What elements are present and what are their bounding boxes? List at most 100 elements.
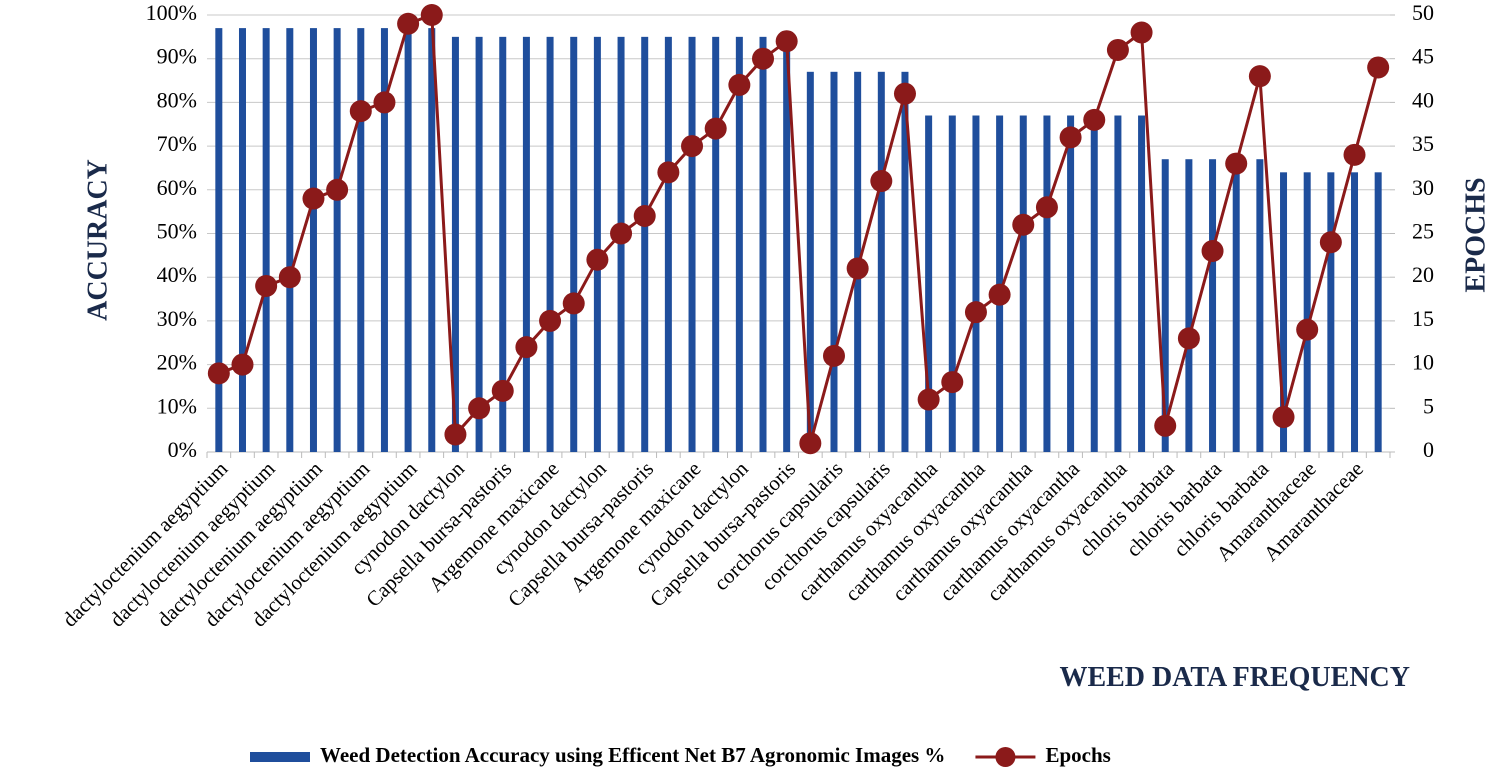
marker: [988, 283, 1011, 306]
line: [218, 12, 1380, 444]
marker: [822, 344, 845, 367]
bar: [759, 36, 767, 452]
bar: [1374, 172, 1382, 452]
marker: [775, 30, 798, 53]
y2-tick-label: 45: [1412, 44, 1434, 69]
bar: [404, 28, 412, 453]
marker: [278, 266, 301, 289]
y-tick-label: 50%: [157, 219, 197, 244]
bar: [215, 28, 223, 453]
marker: [326, 178, 349, 201]
marker: [397, 12, 420, 35]
y2-tick-label: 0: [1423, 437, 1434, 462]
marker: [752, 47, 775, 70]
bar: [712, 36, 720, 452]
bar: [286, 28, 294, 453]
bar: [475, 36, 483, 452]
bar: [735, 36, 743, 452]
bar: [830, 71, 838, 452]
bar: [499, 36, 507, 452]
marker: [1106, 38, 1129, 61]
x-axis-title: WEED DATA FREQUENCY: [1059, 662, 1410, 693]
marker: [1154, 414, 1177, 437]
y2-tick-label: 10: [1412, 350, 1434, 375]
marker: [207, 362, 230, 385]
y2-axis-title: EPOCHS: [1460, 177, 1491, 292]
bar: [664, 36, 672, 452]
y-axis-title: ACCURACY: [82, 159, 113, 321]
bar: [1303, 172, 1311, 452]
marker: [1319, 231, 1342, 254]
marker: [255, 274, 278, 297]
bar: [1138, 115, 1146, 452]
bar: [901, 71, 909, 452]
bar: [262, 28, 270, 453]
bar: [546, 36, 554, 452]
y-tick-label: 30%: [157, 306, 197, 331]
marker: [349, 100, 372, 123]
marker: [704, 117, 727, 140]
marker: [917, 388, 940, 411]
bar: [688, 36, 696, 452]
y2-tick-label: 25: [1412, 219, 1434, 244]
bar: [238, 28, 246, 453]
marker: [1296, 318, 1319, 341]
marker: [1035, 196, 1058, 219]
bar: [1161, 159, 1169, 452]
marker: [964, 301, 987, 324]
marker: [1343, 143, 1366, 166]
bar: [783, 36, 791, 452]
marker: [420, 4, 443, 26]
bar: [1043, 115, 1051, 452]
bar: [1351, 172, 1359, 452]
marker: [941, 371, 964, 394]
y2-tick-label: 35: [1412, 131, 1434, 156]
y-tick-label: 60%: [157, 175, 197, 200]
marker: [1201, 239, 1224, 262]
bar: [380, 28, 388, 453]
bar: [522, 36, 530, 452]
marker: [1177, 327, 1200, 350]
marker: [1248, 65, 1271, 88]
bar: [1067, 115, 1075, 452]
marker: [870, 170, 893, 193]
marker: [1083, 108, 1106, 131]
marker: [1059, 126, 1082, 149]
marker: [491, 379, 514, 402]
bar: [309, 28, 317, 453]
bar: [1114, 115, 1122, 452]
bar: [333, 28, 341, 453]
legend-label: Weed Detection Accuracy using Efficent N…: [320, 743, 945, 767]
y-tick-label: 20%: [157, 350, 197, 375]
marker: [846, 257, 869, 280]
marker: [633, 205, 656, 228]
y-tick-label: 0%: [168, 437, 197, 462]
marker: [231, 353, 254, 376]
bar: [1280, 172, 1288, 452]
y2-tick-label: 40: [1412, 87, 1434, 112]
legend-label: Epochs: [1045, 743, 1110, 767]
y-tick-label: 10%: [157, 393, 197, 418]
marker: [562, 292, 585, 315]
bar: [641, 36, 649, 452]
bar: [1209, 159, 1217, 452]
marker: [610, 222, 633, 245]
marker: [586, 248, 609, 271]
bar: [451, 36, 459, 452]
marker: [1225, 152, 1248, 175]
bar: [925, 115, 933, 452]
y-tick-label: 90%: [157, 44, 197, 69]
bar: [806, 71, 814, 452]
bar: [593, 36, 601, 452]
bar: [1019, 115, 1027, 452]
y2-tick-label: 15: [1412, 306, 1434, 331]
bar: [1232, 159, 1240, 452]
bar: [428, 28, 436, 453]
legend-marker: [995, 747, 1016, 767]
bar: [357, 28, 365, 453]
y-tick-label: 80%: [157, 87, 197, 112]
marker: [468, 397, 491, 420]
bar: [1090, 115, 1098, 452]
marker: [539, 309, 562, 332]
bar: [1327, 172, 1335, 452]
